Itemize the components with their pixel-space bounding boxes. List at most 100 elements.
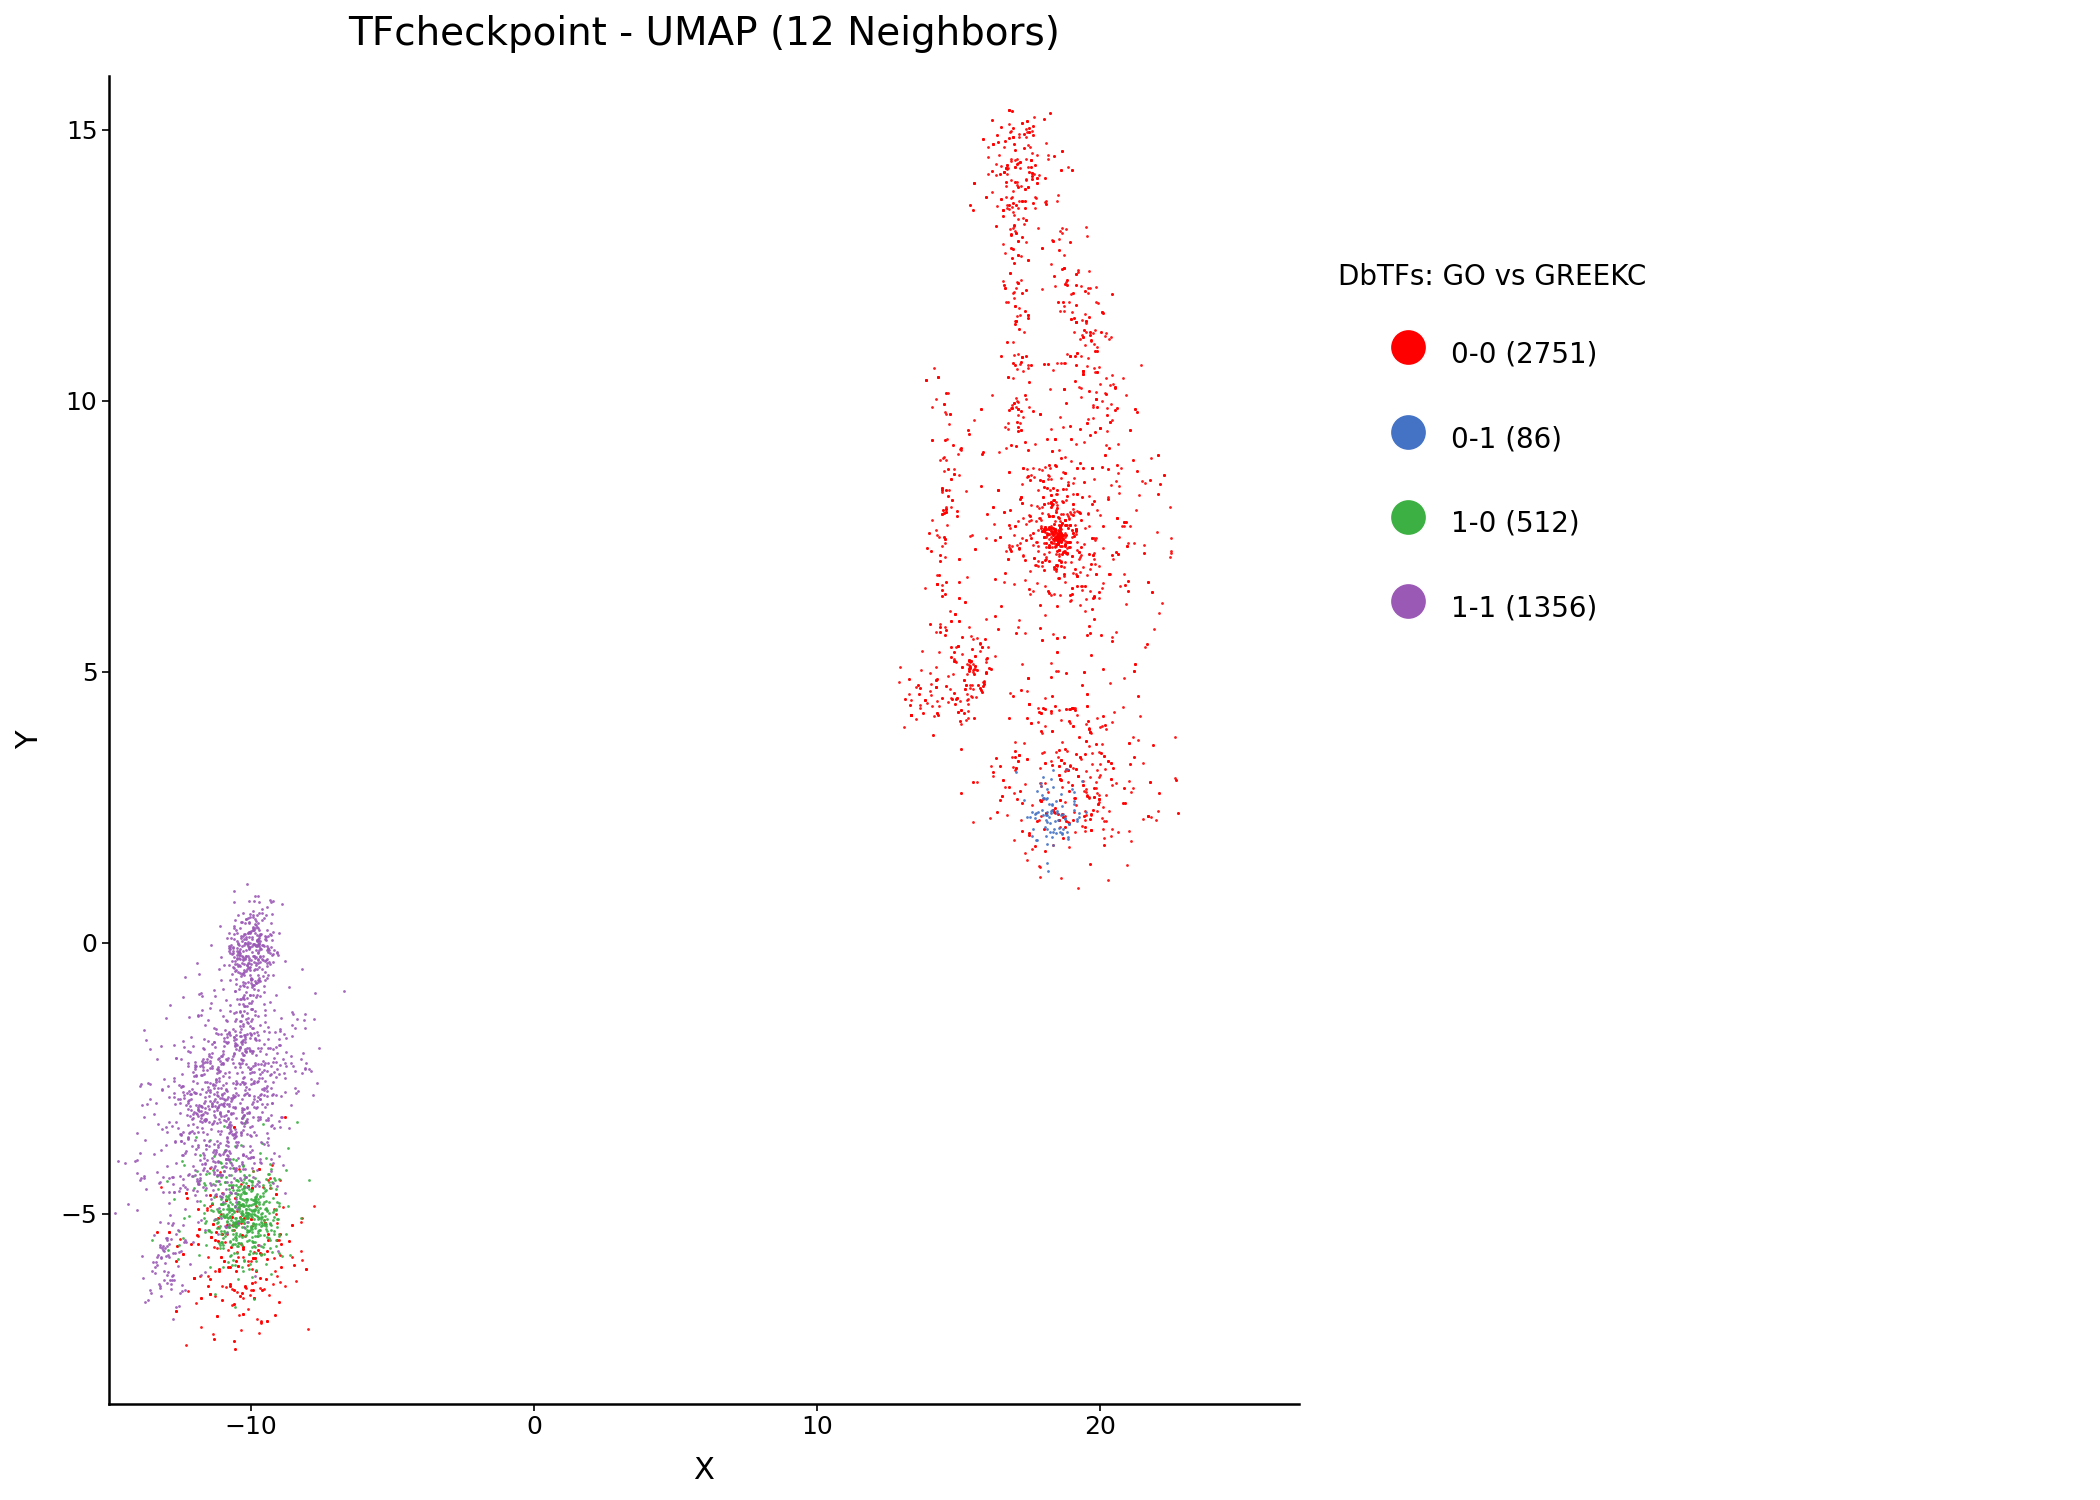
1-1 (1356) bbox=[220, 903, 254, 927]
1-1 (1356) bbox=[229, 1166, 262, 1190]
1-1 (1356) bbox=[237, 999, 271, 1023]
0-0 (2751) bbox=[1058, 518, 1092, 542]
0-0 (2751) bbox=[966, 126, 1000, 150]
1-1 (1356) bbox=[197, 1072, 231, 1096]
0-0 (2751) bbox=[1102, 474, 1136, 498]
0-0 (2751) bbox=[1042, 504, 1075, 528]
0-0 (2751) bbox=[1008, 189, 1042, 213]
1-0 (512) bbox=[214, 1244, 248, 1268]
0-0 (2751) bbox=[1002, 296, 1035, 320]
1-1 (1356) bbox=[212, 1100, 246, 1124]
1-1 (1356) bbox=[166, 1083, 200, 1107]
1-1 (1356) bbox=[235, 927, 269, 951]
1-1 (1356) bbox=[216, 1017, 250, 1041]
1-1 (1356) bbox=[239, 928, 273, 952]
1-1 (1356) bbox=[286, 1041, 319, 1065]
1-0 (512) bbox=[246, 1236, 279, 1260]
1-1 (1356) bbox=[178, 1128, 212, 1152]
0-0 (2751) bbox=[1031, 522, 1065, 546]
0-0 (2751) bbox=[958, 537, 991, 561]
1-1 (1356) bbox=[195, 1056, 229, 1080]
0-0 (2751) bbox=[1044, 768, 1077, 792]
0-0 (2751) bbox=[275, 1214, 309, 1237]
0-0 (2751) bbox=[1000, 357, 1033, 381]
1-1 (1356) bbox=[242, 1174, 275, 1198]
0-0 (2751) bbox=[958, 657, 991, 681]
0-0 (2751) bbox=[1075, 456, 1109, 480]
1-0 (512) bbox=[204, 1150, 237, 1174]
0-0 (2751) bbox=[1054, 513, 1088, 537]
1-1 (1356) bbox=[130, 1092, 164, 1116]
0-0 (2751) bbox=[1052, 414, 1086, 438]
0-0 (2751) bbox=[1067, 362, 1100, 386]
0-0 (2751) bbox=[1046, 524, 1079, 548]
0-0 (2751) bbox=[1073, 322, 1107, 346]
0-0 (2751) bbox=[989, 242, 1023, 266]
1-1 (1356) bbox=[229, 980, 262, 1004]
0-0 (2751) bbox=[995, 396, 1029, 420]
0-0 (2751) bbox=[252, 1282, 286, 1306]
1-1 (1356) bbox=[235, 1114, 269, 1138]
1-0 (512) bbox=[254, 1214, 288, 1237]
1-1 (1356) bbox=[279, 1076, 313, 1100]
1-1 (1356) bbox=[288, 1002, 321, 1026]
1-1 (1356) bbox=[212, 1116, 246, 1140]
0-0 (2751) bbox=[1075, 393, 1109, 417]
0-0 (2751) bbox=[1058, 310, 1092, 334]
0-0 (2751) bbox=[1058, 513, 1092, 537]
1-0 (512) bbox=[229, 1200, 262, 1224]
0-0 (2751) bbox=[197, 1234, 231, 1258]
1-1 (1356) bbox=[233, 1062, 267, 1086]
0-1 (86) bbox=[1050, 821, 1084, 844]
0-0 (2751) bbox=[202, 1215, 235, 1239]
0-0 (2751) bbox=[1035, 492, 1069, 516]
0-0 (2751) bbox=[1042, 525, 1075, 549]
0-0 (2751) bbox=[995, 99, 1029, 123]
1-1 (1356) bbox=[262, 1034, 296, 1058]
0-0 (2751) bbox=[1040, 626, 1073, 650]
1-1 (1356) bbox=[197, 1016, 231, 1040]
1-1 (1356) bbox=[185, 1209, 218, 1233]
0-1 (86) bbox=[1029, 818, 1063, 842]
0-1 (86) bbox=[1048, 807, 1082, 831]
0-0 (2751) bbox=[220, 1200, 254, 1224]
0-0 (2751) bbox=[1010, 438, 1044, 462]
0-0 (2751) bbox=[1016, 579, 1050, 603]
0-0 (2751) bbox=[1044, 522, 1077, 546]
1-0 (512) bbox=[260, 1208, 294, 1231]
0-0 (2751) bbox=[987, 231, 1021, 255]
0-0 (2751) bbox=[920, 387, 953, 411]
0-0 (2751) bbox=[1027, 484, 1061, 508]
0-0 (2751) bbox=[895, 704, 928, 728]
0-0 (2751) bbox=[1035, 417, 1069, 441]
0-0 (2751) bbox=[981, 618, 1014, 642]
1-1 (1356) bbox=[212, 1138, 246, 1162]
1-1 (1356) bbox=[235, 934, 269, 958]
1-1 (1356) bbox=[250, 954, 284, 978]
1-1 (1356) bbox=[204, 1206, 237, 1230]
1-1 (1356) bbox=[202, 1060, 235, 1084]
0-0 (2751) bbox=[1098, 470, 1132, 494]
1-0 (512) bbox=[151, 1238, 185, 1262]
1-1 (1356) bbox=[189, 1107, 223, 1131]
1-1 (1356) bbox=[206, 1064, 239, 1088]
1-1 (1356) bbox=[204, 1162, 237, 1186]
0-0 (2751) bbox=[1071, 693, 1105, 717]
0-0 (2751) bbox=[956, 684, 989, 708]
0-0 (2751) bbox=[928, 399, 962, 423]
0-0 (2751) bbox=[1023, 468, 1056, 492]
1-0 (512) bbox=[220, 1268, 254, 1292]
1-1 (1356) bbox=[216, 1124, 250, 1148]
1-1 (1356) bbox=[212, 936, 246, 960]
1-1 (1356) bbox=[202, 1076, 235, 1100]
0-0 (2751) bbox=[143, 1174, 176, 1198]
1-1 (1356) bbox=[172, 1078, 206, 1102]
0-0 (2751) bbox=[204, 1160, 237, 1184]
1-1 (1356) bbox=[235, 996, 269, 1020]
1-1 (1356) bbox=[237, 1150, 271, 1174]
0-0 (2751) bbox=[1021, 494, 1054, 517]
0-0 (2751) bbox=[1044, 528, 1077, 552]
0-0 (2751) bbox=[1023, 402, 1056, 426]
1-1 (1356) bbox=[166, 1086, 200, 1110]
1-1 (1356) bbox=[242, 932, 275, 956]
